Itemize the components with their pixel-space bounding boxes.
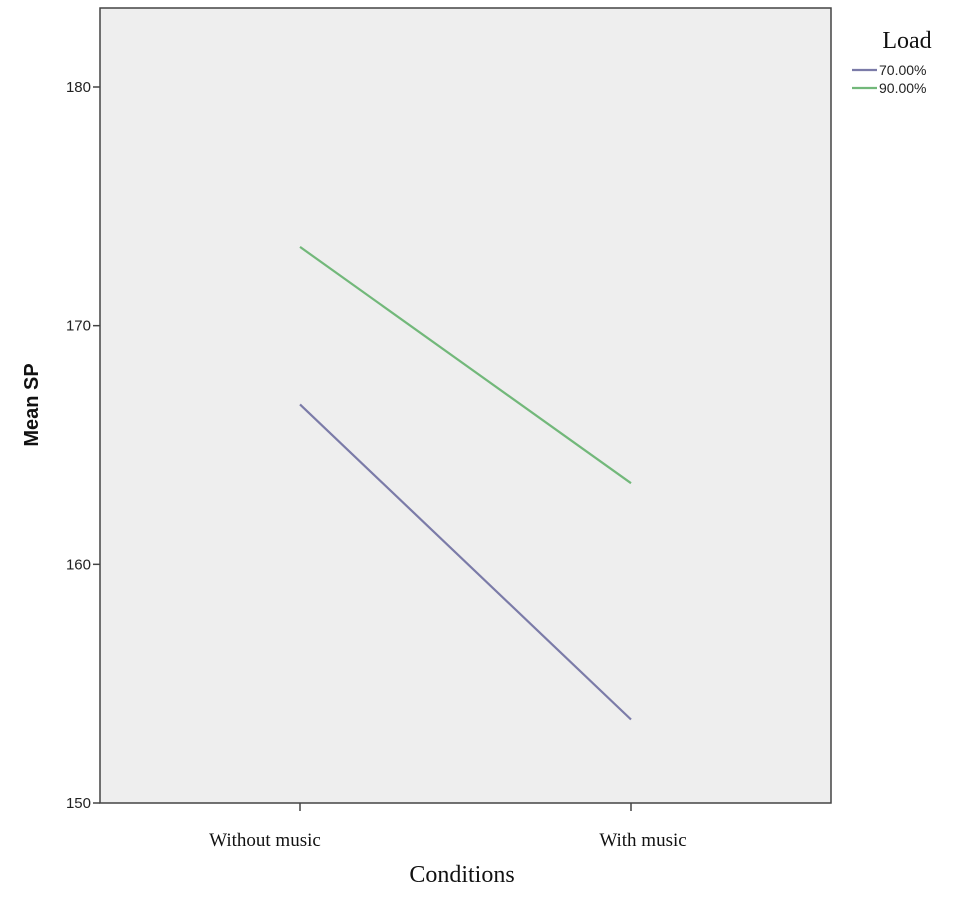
y-axis-label: Mean SP <box>21 363 43 446</box>
legend-title: Load <box>882 28 931 54</box>
plot-area <box>99 7 832 804</box>
series-line-2 <box>299 246 632 485</box>
legend-items: 70.00% 90.00% <box>852 62 926 96</box>
legend-label: 90.00% <box>879 80 926 96</box>
x-tick-label: With music <box>599 830 686 851</box>
y-tick-label: 180 <box>66 79 91 96</box>
y-axis-ticks: 150 160 170 180 <box>66 79 100 812</box>
x-axis-ticks: Without music With music <box>209 803 687 851</box>
legend-label: 70.00% <box>879 62 926 78</box>
series-line-1 <box>299 403 632 721</box>
legend: Load 70.00% 90.00% <box>852 28 932 96</box>
y-tick-label: 170 <box>66 318 91 335</box>
series-lines <box>299 246 632 721</box>
y-tick-label: 160 <box>66 556 91 573</box>
x-tick-label: Without music <box>209 830 321 851</box>
x-axis-label: Conditions <box>409 862 514 888</box>
y-tick-label: 150 <box>66 795 91 812</box>
